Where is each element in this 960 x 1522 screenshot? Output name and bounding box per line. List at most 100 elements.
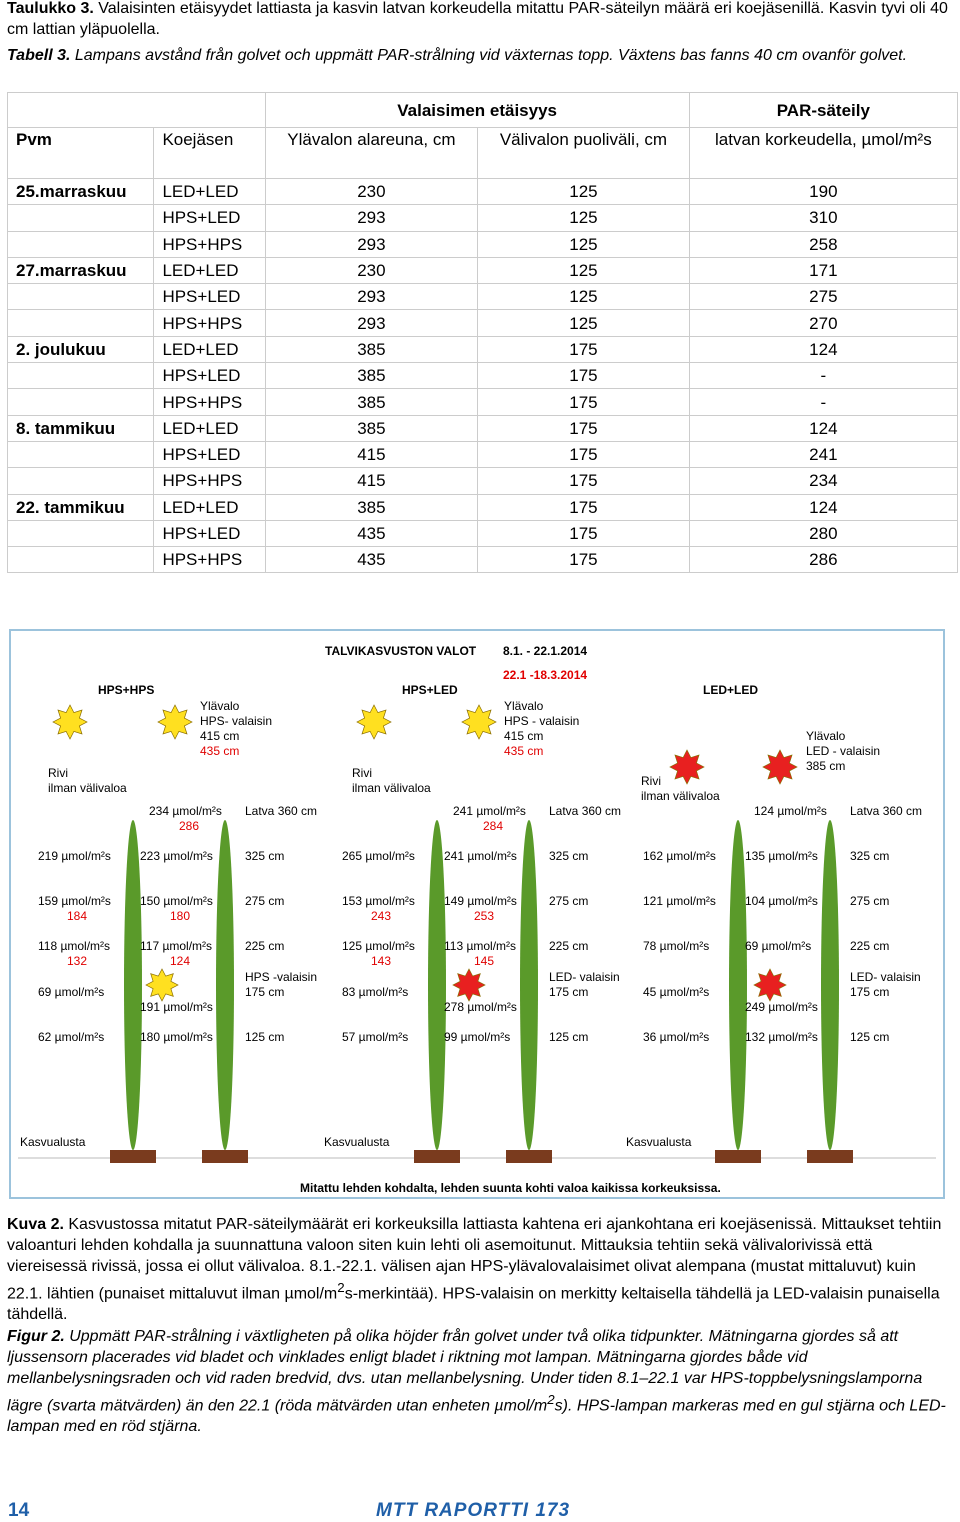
measurement-new: 132 <box>67 954 87 968</box>
measurement: 118 µmol/m²s <box>38 939 110 953</box>
header-cell: Koejäsen <box>153 127 266 179</box>
measurement: 180 µmol/m²s <box>140 1030 213 1044</box>
cell: 125 <box>477 256 690 285</box>
cell: LED+LED <box>153 335 266 364</box>
cell: 293 <box>264 230 479 258</box>
measurement: 191 µmol/m²s <box>140 1000 213 1014</box>
row-note: ilman välivaloa <box>352 781 431 795</box>
cell: HPS+LED <box>153 440 266 469</box>
cell: 175 <box>477 414 690 442</box>
cell: 124 <box>688 335 959 364</box>
lamp-star <box>52 704 88 740</box>
cell: LED+LED <box>153 177 266 206</box>
date-cell: 27.marraskuu <box>6 256 155 285</box>
row-note: ilman välivaloa <box>48 781 127 795</box>
header-cell <box>7 92 266 128</box>
cell: 175 <box>477 388 690 416</box>
measurement: 57 µmol/m²s <box>342 1030 408 1044</box>
cell: 293 <box>264 283 479 311</box>
cell: 175 <box>477 493 690 521</box>
data-row: HPS+HPS 385 175- <box>6 388 959 416</box>
lamp-star <box>452 968 486 1002</box>
measurement: 241 µmol/m²s <box>444 849 517 863</box>
growing-base <box>202 1150 248 1163</box>
group-header: PAR-säteily <box>688 92 959 128</box>
cell: HPS+HPS <box>153 230 266 258</box>
mid-lamp-label: 175 cm <box>549 985 588 999</box>
measurement: 162 µmol/m²s <box>643 849 716 863</box>
cell: 415 <box>264 440 479 469</box>
data-row: HPS+HPS 293 125 270 <box>6 309 959 337</box>
measurement: 223 µmol/m²s <box>140 849 213 863</box>
height-label: 225 cm <box>245 939 284 953</box>
mid-lamp-label: 175 cm <box>850 985 889 999</box>
header-cell: Ylävalon alareuna, cm <box>264 127 479 179</box>
height-label: 125 cm <box>549 1030 588 1044</box>
figure: TALVIKASVUSTON VALOT 8.1. - 22.1.2014 22.1… <box>9 629 945 1199</box>
series-name: MTT RAPORTTI 173 <box>376 1500 571 1521</box>
lamp-label: Ylävalo <box>504 699 544 713</box>
base-label: Kasvualusta <box>20 1135 86 1149</box>
measurement: 83 µmol/m²s <box>342 985 408 999</box>
caption-label: Taulukko 3. <box>7 0 94 17</box>
measurement: 62 µmol/m²s <box>38 1030 104 1044</box>
base-label: Kasvualusta <box>324 1135 390 1149</box>
lamp-label: HPS- valaisin <box>200 714 272 728</box>
measurement: 132 µmol/m²s <box>745 1030 818 1044</box>
data-row: HPS+LED 293 125 275 <box>6 283 959 311</box>
cell: HPS+HPS <box>153 467 266 495</box>
measurement-new: 124 <box>170 954 190 968</box>
caption-text: Kasvustossa mitatut PAR-säteilymäärät er… <box>7 1216 942 1303</box>
measurement: 69 µmol/m²s <box>38 985 104 999</box>
plant <box>520 820 538 1150</box>
cell: 125 <box>477 177 690 206</box>
period: 8.1. - 22.1.2014 <box>503 644 587 658</box>
group-header: Valaisimen etäisyys <box>264 92 690 128</box>
caption-label: Figur 2. <box>7 1328 65 1345</box>
plant <box>124 820 142 1150</box>
cell: HPS+LED <box>153 283 266 311</box>
height-label: 275 cm <box>549 894 588 908</box>
cell: 175 <box>477 467 690 495</box>
cell: 175 <box>477 440 690 469</box>
cell: 171 <box>688 256 959 285</box>
data-row: 25.marraskuu LED+LED 230 125 190 <box>6 177 959 206</box>
measurement: 45 µmol/m²s <box>643 985 709 999</box>
lamp-star <box>145 968 179 1002</box>
cell: 270 <box>688 309 959 337</box>
cell: 234 <box>688 467 959 495</box>
lamp-star <box>461 704 497 740</box>
cell: HPS+LED <box>153 204 266 232</box>
cell: HPS+LED <box>153 519 266 548</box>
mid-lamp-label: LED- valaisin <box>549 970 620 984</box>
measurement: 278 µmol/m²s <box>444 1000 517 1014</box>
height-label: 275 cm <box>245 894 284 908</box>
cell: 435 <box>264 519 479 548</box>
measurement-new: 184 <box>67 909 87 923</box>
cell: 124 <box>688 414 959 442</box>
caption-label: Tabell 3. <box>7 47 71 64</box>
cell: 385 <box>264 362 479 390</box>
cell: LED+LED <box>153 256 266 285</box>
lamp-label-new: 435 cm <box>504 744 543 758</box>
height-label: 125 cm <box>245 1030 284 1044</box>
height-label: 325 cm <box>549 849 588 863</box>
row-note: Rivi <box>48 766 68 780</box>
figure-title: TALVIKASVUSTON VALOT <box>325 644 477 658</box>
growing-base <box>506 1150 552 1163</box>
date-cell: 2. joulukuu <box>6 335 155 364</box>
measurement: 113 µmol/m²s <box>444 939 516 953</box>
caption-text: Valaisinten etäisyydet lattiasta ja kasv… <box>7 0 948 38</box>
measurement: 36 µmol/m²s <box>643 1030 709 1044</box>
mid-lamp-label: LED- valaisin <box>850 970 921 984</box>
measurement: 150 µmol/m²s <box>140 894 213 908</box>
header-row: Pvm Koejäsen Ylävalon alareuna, cm Välivalo… <box>6 127 959 179</box>
data-row: 27.marraskuu LED+LED 230 125 171 <box>6 256 959 285</box>
panel-name: HPS+HPS <box>98 683 154 697</box>
height-label: Latva 360 cm <box>549 804 621 818</box>
data-row: HPS+HPS 293 125 258 <box>6 230 959 258</box>
panel-name: HPS+LED <box>402 683 458 697</box>
lamp-star <box>762 749 798 785</box>
measurement: 99 µmol/m²s <box>444 1030 510 1044</box>
date-cell <box>6 546 155 574</box>
